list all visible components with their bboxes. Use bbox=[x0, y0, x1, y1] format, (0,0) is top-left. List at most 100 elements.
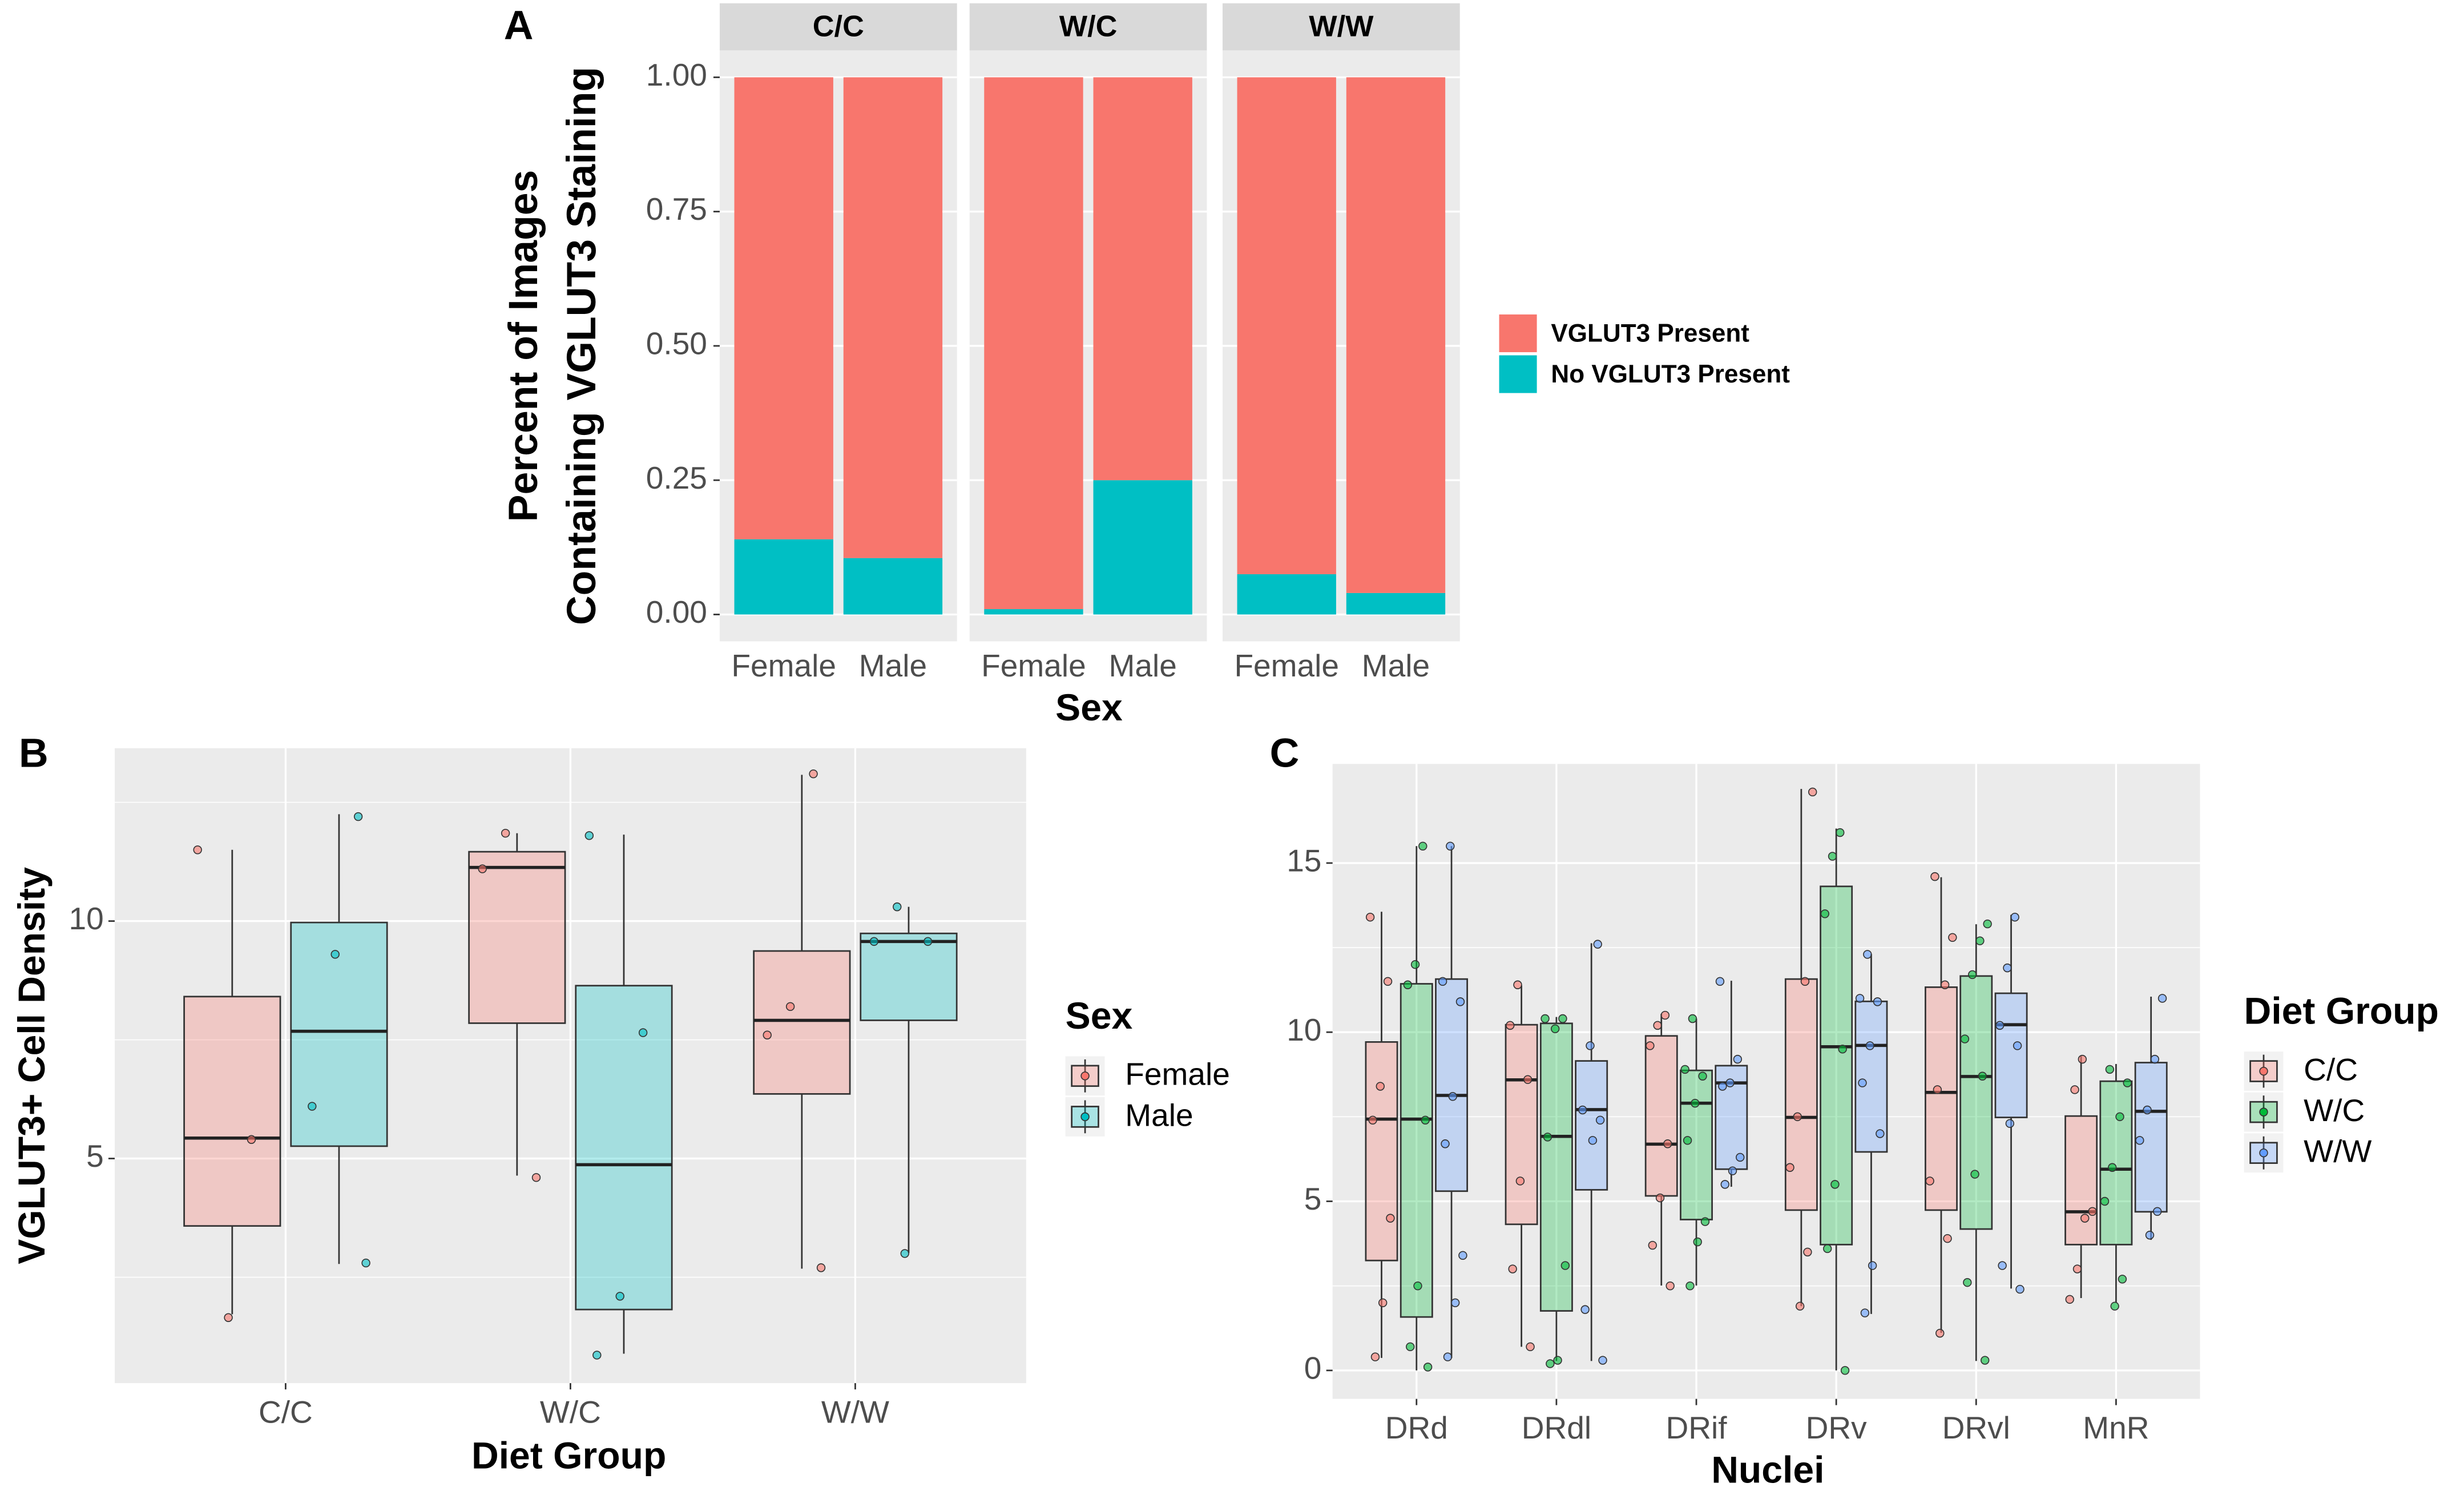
data-point bbox=[1720, 1180, 1729, 1189]
data-point bbox=[1733, 1054, 1743, 1064]
y-tick-label: 5 bbox=[1304, 1181, 1322, 1216]
data-point bbox=[1983, 919, 1992, 929]
data-point bbox=[2110, 1301, 2119, 1311]
data-point bbox=[923, 937, 933, 946]
data-point bbox=[1840, 1366, 1850, 1375]
data-point bbox=[1586, 1041, 1595, 1050]
legend-label: C/C bbox=[2304, 1051, 2358, 1087]
data-point bbox=[2013, 1041, 2022, 1050]
data-point bbox=[816, 1263, 826, 1272]
legend-label: W/W bbox=[2304, 1134, 2372, 1169]
data-point bbox=[2152, 1207, 2162, 1216]
data-point bbox=[1718, 1082, 1727, 1091]
y-axis-label: VGLUT3+ Cell Density bbox=[11, 867, 53, 1264]
data-point bbox=[1560, 1261, 1570, 1270]
data-point bbox=[2010, 913, 2019, 922]
data-point bbox=[224, 1313, 233, 1322]
data-point bbox=[1370, 1352, 1380, 1361]
x-tick-label: W/C bbox=[540, 1395, 601, 1430]
x-tick-label: DRd bbox=[1385, 1410, 1448, 1445]
data-point bbox=[1970, 1170, 1979, 1179]
data-point bbox=[1443, 1352, 1453, 1361]
data-point bbox=[2100, 1196, 2110, 1206]
bar-segment bbox=[843, 558, 943, 615]
data-point bbox=[1441, 1139, 1450, 1149]
data-point bbox=[361, 1258, 370, 1268]
x-tick-label: Male bbox=[859, 648, 927, 683]
x-tick-label: DRv bbox=[1806, 1410, 1868, 1445]
data-point bbox=[1421, 1115, 1430, 1125]
data-point bbox=[1800, 977, 1810, 986]
data-point bbox=[1448, 1092, 1457, 1101]
data-point bbox=[638, 1028, 648, 1037]
data-point bbox=[1943, 1234, 1952, 1243]
x-axis-label: Diet Group bbox=[471, 1435, 666, 1477]
data-point bbox=[1683, 1136, 1692, 1145]
data-point bbox=[809, 769, 818, 779]
x-tick-label: DRdl bbox=[1522, 1410, 1591, 1445]
x-tick-label: DRif bbox=[1666, 1410, 1728, 1445]
data-point bbox=[1975, 936, 1985, 945]
legend-key bbox=[1499, 314, 1537, 352]
y-tick-label: 0.75 bbox=[646, 191, 707, 227]
y-tick-label: 0 bbox=[1304, 1350, 1322, 1385]
legend-title: Sex bbox=[1066, 995, 1133, 1037]
box bbox=[575, 985, 673, 1311]
bar-segment bbox=[1346, 593, 1446, 615]
data-point bbox=[1588, 1136, 1598, 1145]
data-point bbox=[1383, 977, 1393, 986]
data-point bbox=[1526, 1342, 1535, 1352]
data-point bbox=[1546, 1359, 1555, 1368]
x-tick-label: Female bbox=[731, 648, 836, 683]
data-point bbox=[1838, 1045, 1847, 1054]
legend-label: No VGLUT3 Present bbox=[1551, 360, 1790, 388]
data-point bbox=[1406, 1342, 1415, 1352]
data-point bbox=[2115, 1112, 2124, 1122]
data-point bbox=[1648, 1240, 1658, 1250]
panel-label: A bbox=[504, 3, 534, 49]
bar-segment bbox=[843, 77, 943, 558]
y-axis-label: Percent of Images bbox=[501, 170, 546, 522]
legend-key-point bbox=[2259, 1066, 2268, 1076]
y-tick-label: 10 bbox=[68, 901, 103, 936]
data-point bbox=[2070, 1085, 2079, 1094]
data-point bbox=[1506, 1021, 1515, 1030]
legend-key-point bbox=[2259, 1148, 2268, 1158]
data-point bbox=[2005, 1119, 2015, 1128]
x-tick-label: Female bbox=[1234, 648, 1339, 683]
data-point bbox=[1655, 1193, 1665, 1203]
data-point bbox=[1858, 1078, 1867, 1087]
x-tick-label: Male bbox=[1109, 648, 1177, 683]
legend-label: Female bbox=[1125, 1057, 1230, 1092]
data-point bbox=[1580, 1305, 1590, 1314]
bar-segment bbox=[1346, 77, 1446, 593]
data-point bbox=[1515, 1176, 1525, 1186]
box bbox=[860, 932, 958, 1021]
box bbox=[1644, 1035, 1678, 1197]
data-point bbox=[1438, 977, 1447, 986]
data-point bbox=[1558, 1014, 1567, 1023]
box bbox=[1680, 1069, 1713, 1220]
legend-label: Male bbox=[1125, 1097, 1193, 1133]
data-point bbox=[584, 831, 594, 840]
x-axis-label: Nuclei bbox=[1711, 1449, 1824, 1487]
data-point bbox=[1963, 1278, 1972, 1287]
bar-segment bbox=[1237, 77, 1336, 574]
data-point bbox=[1803, 1247, 1812, 1257]
data-point bbox=[353, 812, 363, 821]
strip bbox=[969, 3, 1207, 51]
data-point bbox=[1688, 1014, 1697, 1023]
box bbox=[1994, 992, 2028, 1118]
panel-label: C bbox=[1270, 730, 1300, 776]
data-point bbox=[1386, 1214, 1395, 1223]
panel-background bbox=[1332, 764, 2200, 1399]
x-tick-label: C/C bbox=[259, 1395, 313, 1430]
data-point bbox=[1403, 980, 1413, 989]
data-point bbox=[900, 1249, 909, 1258]
data-point bbox=[1693, 1237, 1702, 1247]
bar-segment bbox=[1093, 77, 1192, 481]
data-point bbox=[1413, 1281, 1422, 1291]
data-point bbox=[1967, 970, 1977, 980]
